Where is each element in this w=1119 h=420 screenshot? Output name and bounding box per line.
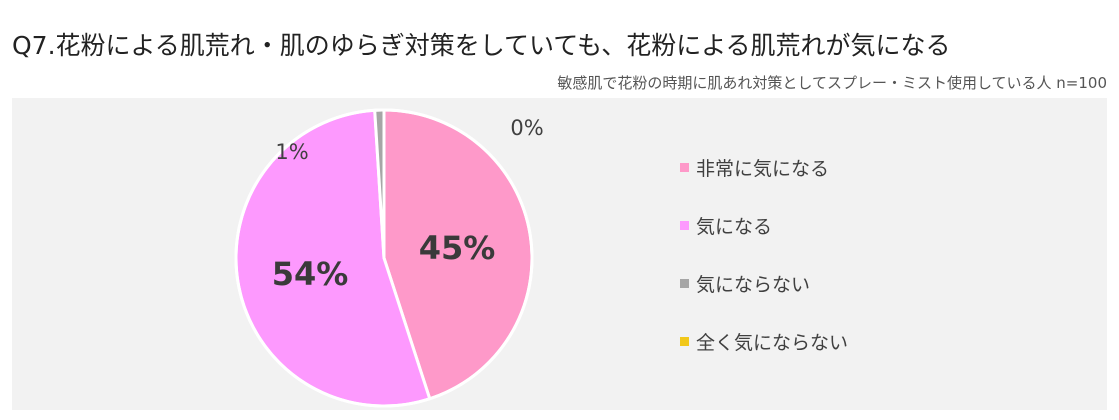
legend-swatch [680,279,689,288]
chart-subtitle: 敏感肌で花粉の時期に肌あれ対策としてスプレー・ミスト使用している人 n=100 [557,74,1107,92]
pie-chart: 45% 54% 1% 0% [234,108,544,408]
chart-title: Q7.花粉による肌荒れ・肌のゆらぎ対策をしていても、花粉による肌荒れが気になる [12,31,951,60]
pie-outline [234,108,534,408]
legend-label: 全く気にならない [696,332,849,354]
data-label: 54% [272,255,349,293]
legend-item: 全く気にならない [680,328,848,355]
legend-label: 気になる [696,216,773,238]
data-label: 45% [419,229,496,267]
plot-area: 45% 54% 1% 0% 非常に気になる 気になる気にならない全く気にならない [12,98,1107,410]
legend-label: 非常に気になる [696,158,830,180]
data-label: 1% [275,140,308,164]
legend-swatch [680,221,689,230]
data-label: 0% [510,116,543,140]
legend-item: 非常に気になる [680,154,829,181]
legend-swatch [680,163,689,172]
legend-swatch [680,337,689,346]
legend-item: 気になる [680,212,772,239]
legend-label: 気にならない [696,274,811,296]
legend-item: 気にならない [680,270,810,297]
